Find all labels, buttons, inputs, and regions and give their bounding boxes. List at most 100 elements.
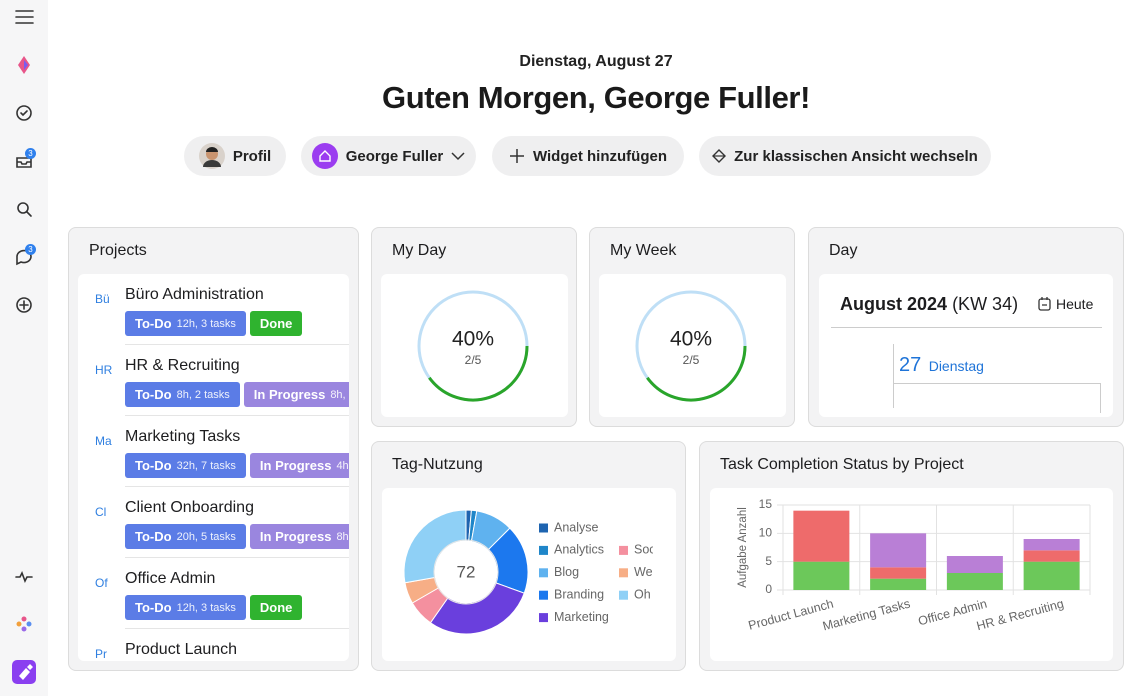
widget-title: Task Completion Status by Project	[720, 456, 964, 473]
status-detail: 12h, 3 tasks	[176, 601, 236, 614]
home-icon	[311, 143, 338, 169]
status-label: In Progress	[259, 458, 332, 473]
tag-usage-widget: Tag-Nutzung	[371, 441, 686, 671]
sidebar-icons	[12, 10, 36, 684]
day-number: 27	[899, 354, 922, 376]
status-pill[interactable]: To-Do 32h, 7 tasks	[125, 453, 246, 478]
project-abbr: Ma	[95, 434, 112, 448]
status-pill[interactable]: To-Do 20h, 5 tasks	[125, 524, 246, 549]
separator	[125, 486, 349, 487]
project-item: Ma Marketing Tasks To-Do 32h, 7 tasks In Pro…	[78, 416, 349, 487]
button-label: Zur klassischen Ansicht wechseln	[734, 147, 978, 165]
today-button[interactable]: Heute	[1038, 296, 1093, 312]
inbox-badge: 3	[25, 148, 36, 159]
status-detail: 12h, 3 tasks	[176, 317, 236, 330]
calendar-icon	[1038, 297, 1051, 311]
status-pill[interactable]: Done	[249, 311, 303, 336]
button-label: George Fuller	[345, 147, 444, 165]
status-detail: 32h, 7 tasks	[176, 459, 236, 472]
chat-badge: 3	[25, 244, 36, 255]
add-icon[interactable]	[16, 297, 32, 313]
project-name: Client Onboarding	[125, 499, 254, 516]
weekday: Dienstag	[928, 358, 984, 374]
widget-title: My Week	[610, 242, 677, 259]
tasks-icon[interactable]	[16, 105, 32, 121]
widget-title: My Day	[392, 242, 447, 259]
status-label: Done	[259, 316, 293, 331]
calendar-heading: August 2024 (KW 34)	[840, 294, 1018, 315]
greeting: Guten Morgen, George Fuller!	[382, 80, 810, 115]
button-label: Widget hinzufügen	[532, 147, 667, 165]
projects-widget: Projects Bü Büro Administration To-Do 12h, …	[68, 227, 359, 671]
project-name: HR & Recruiting	[125, 357, 240, 374]
project-abbr: Pr	[95, 647, 107, 661]
status-row: To-Do 20h, 5 tasks In Progress 8h, 2 tasks	[125, 524, 349, 549]
status-detail: 20h, 5 tasks	[176, 530, 236, 543]
status-row: To-Do 12h, 3 tasks Done	[125, 311, 303, 336]
status-label: In Progress	[259, 529, 332, 544]
search-icon[interactable]	[17, 202, 29, 214]
project-abbr: HR	[95, 363, 113, 377]
widget-title: Day	[829, 242, 858, 259]
divider	[831, 327, 1102, 328]
apps-icon[interactable]	[16, 616, 32, 632]
status-pill[interactable]: To-Do 8h, 2 tasks	[125, 382, 240, 407]
task-chart-card	[710, 488, 1113, 661]
time-axis	[893, 344, 894, 408]
day-slot	[893, 383, 1101, 413]
status-label: To-Do	[135, 600, 172, 615]
separator	[125, 628, 349, 629]
status-pill[interactable]: To-Do 12h, 3 tasks	[125, 311, 246, 336]
my-day-card	[381, 274, 568, 417]
status-pill[interactable]: In Progress 4h, 1 task	[249, 453, 349, 478]
status-pill[interactable]: In Progress 8h, 2 tasks	[249, 524, 349, 549]
project-name: Büro Administration	[125, 286, 264, 303]
project-name: Office Admin	[125, 570, 216, 587]
month: August 2024	[840, 294, 948, 314]
status-pill[interactable]: Done	[249, 595, 303, 620]
day-widget: Day August 2024 (KW 34) Heute 27 Diensta…	[808, 227, 1124, 427]
tag-chart-card	[382, 488, 676, 661]
status-row: To-Do 12h, 3 tasks Done	[125, 595, 303, 620]
separator	[125, 415, 349, 416]
classic-view-button[interactable]: Zur klassischen Ansicht wechseln	[699, 136, 991, 176]
projects-list: Bü Büro Administration To-Do 12h, 3 tasks Do…	[78, 274, 349, 661]
status-label: Done	[259, 600, 293, 615]
project-item: Of Office Admin To-Do 12h, 3 tasks Done	[78, 558, 349, 629]
workspace-button[interactable]: George Fuller	[301, 136, 476, 176]
status-detail: 8h, 2 tasks	[330, 388, 349, 401]
status-label: To-Do	[135, 458, 172, 473]
my-week-widget: My Week	[589, 227, 795, 427]
logo-part	[24, 60, 28, 70]
project-item: Bü Büro Administration To-Do 12h, 3 tasks Do…	[78, 274, 349, 345]
status-label: In Progress	[253, 387, 326, 402]
widget-title: Tag-Nutzung	[392, 456, 483, 473]
project-item: Cl Client Onboarding To-Do 20h, 5 tasks In P…	[78, 487, 349, 558]
status-label: To-Do	[135, 316, 172, 331]
project-item: HR HR & Recruiting To-Do 8h, 2 tasks In Prog…	[78, 345, 349, 416]
project-name: Marketing Tasks	[125, 428, 241, 445]
status-detail: 8h, 2 tasks	[176, 388, 230, 401]
activity-icon[interactable]	[15, 571, 33, 583]
button-label: Profil	[232, 147, 272, 165]
project-abbr: Cl	[95, 505, 107, 519]
status-row: To-Do 32h, 7 tasks In Progress 4h, 1 task	[125, 453, 349, 478]
menu-icon[interactable]	[15, 10, 34, 24]
status-pill[interactable]: To-Do 12h, 3 tasks	[125, 595, 246, 620]
day-header: 27 Dienstag	[899, 354, 984, 377]
profile-button[interactable]: Profil	[184, 136, 286, 176]
project-abbr: Of	[95, 576, 108, 590]
today-label: Heute	[1056, 296, 1094, 312]
add-widget-button[interactable]: Widget hinzufügen	[492, 136, 684, 176]
project-name: Product Launch	[125, 641, 238, 658]
separator	[125, 557, 349, 558]
status-pill[interactable]: In Progress 8h, 2 tasks	[243, 382, 349, 407]
app-switch-glyph	[19, 664, 33, 680]
chevron	[451, 152, 465, 161]
my-week-card	[599, 274, 786, 417]
separator	[125, 344, 349, 345]
inbox-icon[interactable]	[16, 157, 32, 168]
status-label: To-Do	[135, 387, 172, 402]
